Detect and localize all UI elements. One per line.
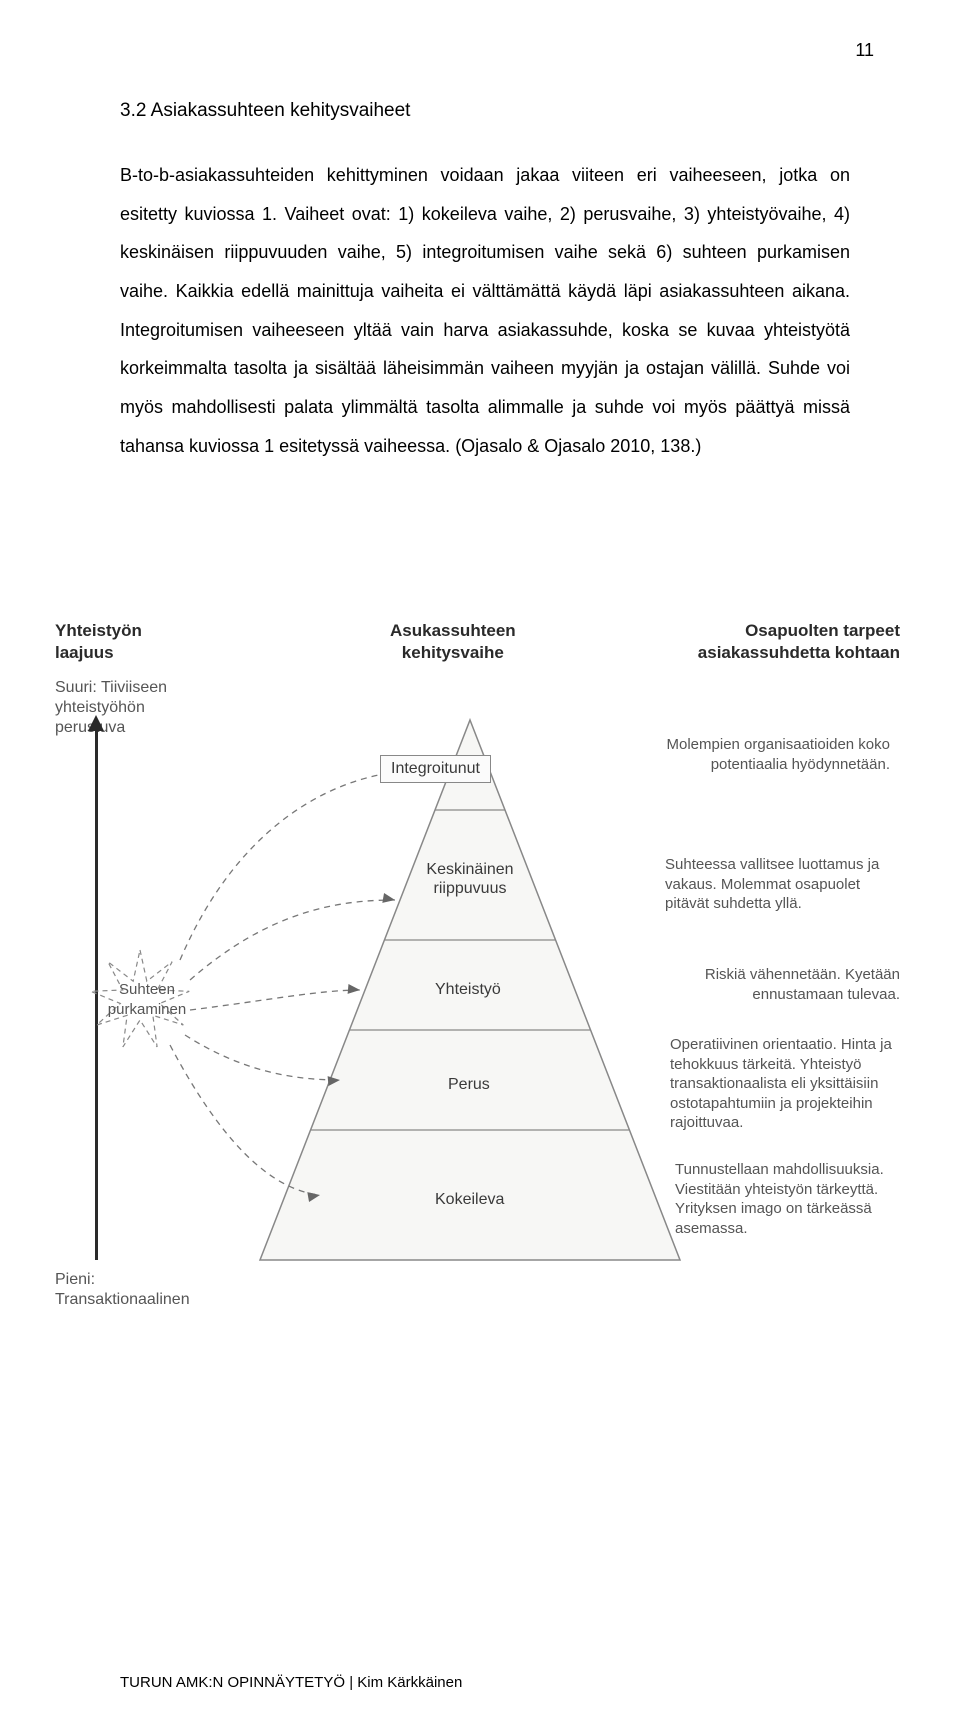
level-perus: Perus xyxy=(448,1075,490,1094)
desc-2: Suhteessa vallitsee luottamus ja vakaus.… xyxy=(665,855,895,914)
level-integroitunut: Integroitunut xyxy=(380,755,491,783)
level-keskinainen-l1: Keskinäinen xyxy=(426,861,513,878)
suhteen-l2: purkaminen xyxy=(108,1001,186,1018)
pyramid-diagram: Yhteistyön laajuus Asukassuhteen kehitys… xyxy=(40,620,920,1340)
page-number: 11 xyxy=(855,40,874,61)
suhteen-l1: Suhteen xyxy=(119,981,175,998)
desc-4: Operatiivinen orientaatio. Hinta ja teho… xyxy=(670,1035,900,1133)
body-paragraph: B-to-b-asiakassuhteiden kehittyminen voi… xyxy=(120,156,850,466)
level-keskinainen-l2: riippuvuus xyxy=(434,880,507,897)
suhteen-purkaminen-label: Suhteen purkaminen xyxy=(102,980,192,1019)
text-content: 3.2 Asiakassuhteen kehitysvaiheet B-to-b… xyxy=(120,100,850,466)
level-keskinainen: Keskinäinen riippuvuus xyxy=(420,860,520,898)
desc-1: Molempien organisaatioiden koko potentia… xyxy=(660,735,890,774)
desc-5: Tunnustellaan mahdollisuuksia. Viestitää… xyxy=(675,1160,905,1238)
desc-3: Riskiä vähennetään. Kyetään ennustamaan … xyxy=(670,965,900,1004)
section-heading: 3.2 Asiakassuhteen kehitysvaiheet xyxy=(120,100,850,122)
level-kokeileva: Kokeileva xyxy=(435,1190,504,1209)
footer: TURUN AMK:N OPINNÄYTETYÖ | Kim Kärkkäine… xyxy=(120,1674,462,1691)
level-yhteistyo: Yhteistyö xyxy=(435,980,501,999)
